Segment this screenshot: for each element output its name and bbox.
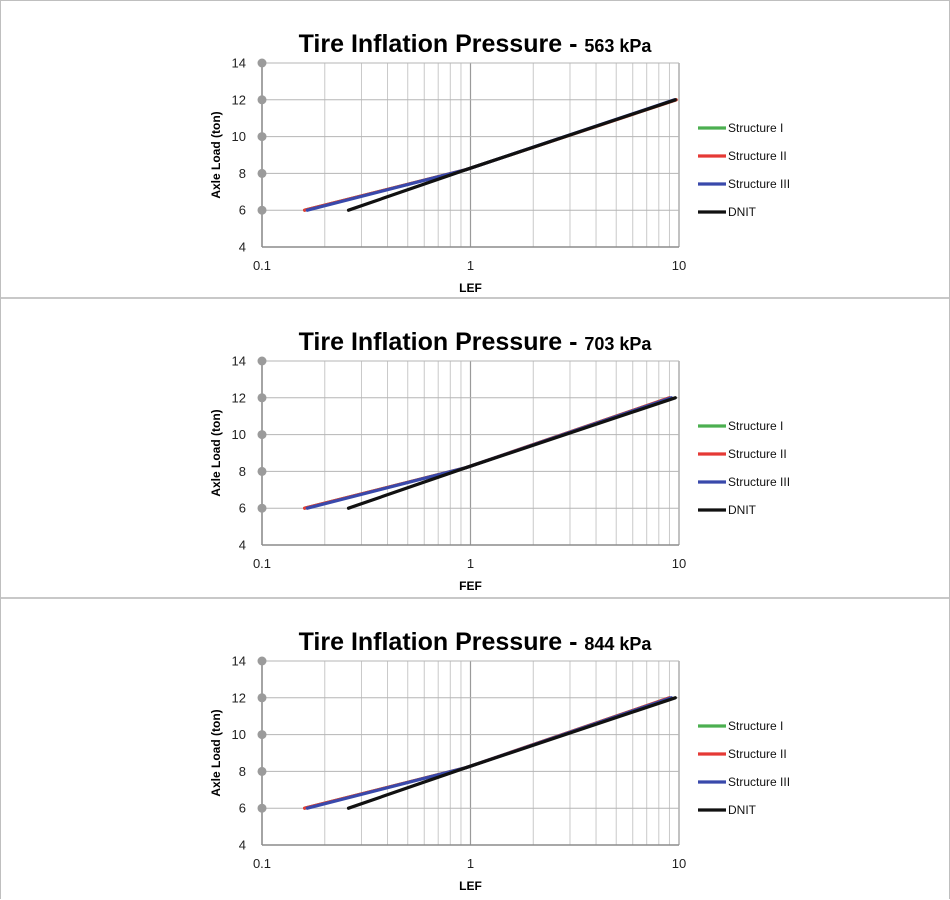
y-tick-label: 8 — [239, 764, 246, 779]
y-tick-label: 10 — [232, 129, 246, 144]
chart-844kpa: Tire Inflation Pressure - 844 kPa 4 6 8 10 12… — [209, 628, 790, 893]
y-tick-label: 4 — [239, 538, 246, 553]
x-tick-label: 1 — [467, 556, 474, 571]
chart-title: Tire Inflation Pressure - 563 kPa — [299, 30, 653, 58]
series-line-structure-ii — [303, 696, 672, 810]
series-line-structure-i — [303, 696, 672, 810]
y-tick-marker — [257, 168, 267, 178]
legend-label-structure-i: Structure I — [728, 121, 783, 135]
y-axis-label: Axle Load (ton) — [209, 709, 223, 796]
y-axis-label: Axle Load (ton) — [209, 409, 223, 496]
y-tick-marker — [257, 466, 267, 476]
x-axis-label: LEF — [459, 879, 482, 893]
legend-label-structure-iii: Structure III — [728, 177, 790, 191]
y-axis-label: Axle Load (ton) — [209, 111, 223, 198]
y-tick-marker — [257, 393, 267, 403]
chart-title: Tire Inflation Pressure - 844 kPa — [299, 628, 653, 656]
y-tick-label: 10 — [232, 427, 246, 442]
legend-label-structure-ii: Structure II — [728, 149, 787, 163]
y-tick-label: 4 — [239, 838, 246, 853]
chart-563kpa: Tire Inflation Pressure - 563 kPa 4 6 8 10 12… — [209, 30, 790, 295]
y-tick-marker — [257, 58, 267, 68]
y-tick-marker — [257, 693, 267, 703]
y-tick-label: 14 — [232, 654, 246, 669]
x-tick-label: 10 — [672, 258, 686, 273]
y-tick-label: 10 — [232, 727, 246, 742]
chart-panel-3: Tire Inflation Pressure - 844 kPa 4 6 8 10 12… — [1, 597, 949, 900]
x-tick-label: 10 — [672, 856, 686, 871]
legend-label-structure-iii: Structure III — [728, 475, 790, 489]
legend-label-structure-i: Structure I — [728, 719, 783, 733]
x-tick-label: 10 — [672, 556, 686, 571]
x-axis-label: FEF — [459, 579, 482, 593]
chart-703kpa: Tire Inflation Pressure - 703 kPa 4 6 8 10 12… — [209, 328, 790, 593]
chart-title-value: 563 kPa — [584, 36, 652, 56]
chart-title-main: Tire Inflation Pressure — [299, 30, 569, 58]
chart-title-dash: - — [569, 30, 584, 58]
legend-label-dnit: DNIT — [728, 503, 757, 517]
y-tick-label: 6 — [239, 801, 246, 816]
legend-label-structure-i: Structure I — [728, 419, 783, 433]
y-tick-marker — [257, 356, 267, 366]
y-tick-label: 12 — [232, 92, 246, 107]
x-tick-label: 0.1 — [253, 556, 271, 571]
y-tick-marker — [257, 205, 267, 215]
y-tick-marker — [257, 656, 267, 666]
series-line-dnit — [346, 98, 677, 212]
chart-title-value: 844 kPa — [584, 634, 652, 654]
series-line-dnit — [346, 396, 677, 510]
y-tick-label: 12 — [232, 690, 246, 705]
chart-panel-2: Tire Inflation Pressure - 703 kPa 4 6 8 10 12… — [1, 297, 949, 599]
y-tick-label: 6 — [239, 501, 246, 516]
chart-title: Tire Inflation Pressure - 703 kPa — [299, 328, 653, 356]
chart-panel-1: Tire Inflation Pressure - 563 kPa 4 6 8 10 12… — [1, 1, 949, 297]
legend-label-structure-ii: Structure II — [728, 747, 787, 761]
series-line-structure-ii — [303, 396, 672, 510]
y-tick-marker — [257, 430, 267, 440]
y-tick-label: 8 — [239, 166, 246, 181]
y-tick-marker — [257, 95, 267, 105]
series-line-structure-i — [303, 396, 672, 510]
x-axis-label: LEF — [459, 281, 482, 295]
series-line-structure-iii — [305, 98, 677, 212]
y-tick-label: 8 — [239, 464, 246, 479]
y-tick-marker — [257, 766, 267, 776]
y-tick-label: 14 — [232, 56, 246, 71]
legend-label-structure-iii: Structure III — [728, 775, 790, 789]
chart-title-main: Tire Inflation Pressure — [299, 328, 569, 356]
y-tick-label: 14 — [232, 354, 246, 369]
series-line-dnit — [346, 696, 677, 810]
x-tick-label: 0.1 — [253, 856, 271, 871]
legend-label-dnit: DNIT — [728, 205, 757, 219]
y-tick-label: 6 — [239, 203, 246, 218]
y-tick-marker — [257, 803, 267, 813]
chart-title-value: 703 kPa — [584, 334, 652, 354]
y-tick-marker — [257, 132, 267, 142]
y-tick-label: 4 — [239, 240, 246, 255]
legend-label-dnit: DNIT — [728, 803, 757, 817]
legend-label-structure-ii: Structure II — [728, 447, 787, 461]
chart-title-dash: - — [569, 328, 584, 356]
y-tick-marker — [257, 503, 267, 513]
y-tick-label: 12 — [232, 390, 246, 405]
x-tick-label: 0.1 — [253, 258, 271, 273]
x-tick-label: 1 — [467, 258, 474, 273]
y-tick-marker — [257, 730, 267, 740]
chart-title-main: Tire Inflation Pressure — [299, 628, 569, 656]
chart-title-dash: - — [569, 628, 584, 656]
x-tick-label: 1 — [467, 856, 474, 871]
